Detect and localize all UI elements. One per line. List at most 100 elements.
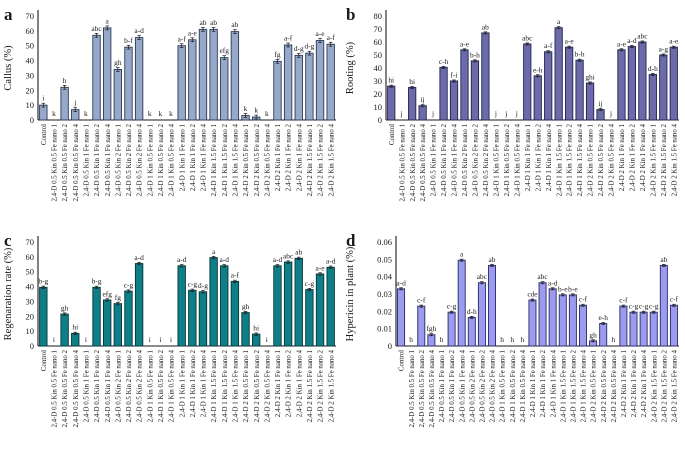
- sig-letter: hi: [409, 77, 415, 86]
- x-tick-label: 2,4-D 1 Kin 1 Fe nano 2: [190, 123, 197, 191]
- bar: [326, 266, 335, 347]
- bar: [220, 57, 229, 121]
- x-tick-label: 2,4-D 1 Kin 1.5 Fe nano 4: [232, 123, 239, 196]
- error-bars: [399, 258, 676, 343]
- x-tick-label: 2,4-D 1 Kin 1.5 Fe nano 4: [581, 349, 588, 422]
- x-tick-label: 2,4-D 1 Kin 1.5 Fe nano 1: [211, 123, 218, 196]
- x-tick-label: 2,4-D 0.5 Kin 1 Fe nano 4: [452, 123, 459, 196]
- x-tick-label: 2,4-D 1 Kin 0.5 Fe nano 1: [147, 349, 154, 422]
- sig-letter: c-g: [305, 279, 315, 288]
- sig-letter: abc: [91, 24, 102, 33]
- sig-letter: c-f: [670, 295, 679, 304]
- bar: [283, 44, 293, 121]
- x-tick-label: 2,4-D 1 Kin 0.5 Fe nano 4: [520, 349, 527, 422]
- sig-letter: i: [85, 335, 87, 344]
- bar: [220, 265, 229, 347]
- sig-letter: a-d: [177, 255, 187, 264]
- bar: [209, 257, 218, 347]
- bar: [134, 37, 144, 121]
- bar: [449, 80, 459, 121]
- x-tick-label: 2,4-D 1 Kin 0.5 Fe nano 4: [514, 123, 521, 196]
- bar: [39, 286, 48, 347]
- sig-letter: i: [149, 335, 151, 344]
- bar: [283, 261, 293, 347]
- sig-letter: c-f: [417, 296, 426, 305]
- bar: [397, 288, 406, 347]
- x-tick-label: 2,4-D 2 Kin 1.5 Fe nano 4: [328, 123, 335, 196]
- y-tick-label: 0: [378, 115, 382, 125]
- x-tick-label: 2,4-D 1 Kin 1 Fe nano 1: [525, 123, 532, 191]
- sig-letter: k: [159, 109, 163, 118]
- x-tick-label: 2,4-D 2 Kin 0.5 Fe nano 4: [264, 349, 271, 422]
- sig-letter: a-e: [316, 263, 326, 272]
- sig-letter: h: [520, 335, 524, 344]
- sig-letter: ab: [489, 255, 496, 264]
- x-tick-label: 2,4-D 0.5 Kin 2 Fe nano 2: [126, 123, 133, 196]
- x-tick-label: 2,4-D 1 Kin 1 Fe nano 4: [201, 123, 208, 191]
- y-tick-label: 30: [26, 70, 35, 80]
- bar: [460, 49, 469, 121]
- x-tick-label: 2,4-D 0.5 Kin 1 Fe nano 4: [459, 349, 466, 422]
- sig-letter: a-d: [548, 278, 558, 287]
- x-tick-label: 2,4-D 1 Kin 0.5 Fe nano 2: [504, 123, 511, 196]
- x-tick-label: 2,4-D 2 Kin 0.5 Fe nano 2: [254, 349, 261, 422]
- x-tick-label: 2,4-D 1 Kin 0.5 Fe nano 2: [158, 349, 165, 422]
- x-tick-label: 2,4-D 0.5 Kin 0.5 Fe nano 2: [419, 349, 426, 427]
- sig-letter: h: [500, 335, 504, 344]
- y-tick-label: 40: [374, 63, 383, 73]
- x-tick-label: 2,4-D 0.5 Kin 2 Fe nano 4: [137, 349, 144, 422]
- sig-letter: a-f: [178, 34, 187, 43]
- x-tick-label: 2,4-D 2 Kin 1.5 Fe nano 1: [307, 123, 314, 196]
- bar: [648, 74, 657, 121]
- panel-c: c Regenaration rate (%) 0 10 20 30 40 50 60 70 b-g…: [0, 226, 342, 452]
- x-tick-label: 2,4-D 2 Kin 0.5 Fe nano 2: [601, 349, 608, 422]
- y-tick-label: 0.02: [377, 306, 392, 316]
- x-tick-label: 2,4-D 0.5 Kin 2 Fe nano 1: [469, 349, 476, 422]
- y-tick-label: 60: [26, 26, 35, 36]
- sig-letter: k: [84, 109, 88, 118]
- sig-letter: cde: [527, 290, 538, 299]
- bar: [617, 49, 626, 121]
- x-tick-label: 2,4-D 1 Kin 1 Fe nano 4: [550, 349, 557, 417]
- bar: [528, 299, 537, 347]
- sig-letter: a-e: [617, 39, 627, 48]
- bar: [488, 264, 497, 347]
- y-tick-label: 10: [26, 100, 35, 110]
- sig-letter: d-g: [304, 42, 314, 51]
- x-tick-label: 2,4-D 2 Kin 1 Fe nano 4: [296, 349, 303, 417]
- y-tick-labels: 0 10 20 30 40 50 60 70 80: [374, 11, 383, 125]
- x-tick-label: 2,4-D 1 Kin 1 Fe nano 1: [179, 349, 186, 417]
- x-tick-label: 2,4-D 1 Kin 1 Fe nano 4: [546, 123, 553, 191]
- x-tick-labels: Control 2,4-D 0.5 Kin 0.5 Fe nano 1 2,4-D …: [41, 349, 335, 427]
- sig-letter: e-h: [598, 313, 608, 322]
- sig-letter: a-f: [284, 34, 293, 43]
- sig-letter: a: [460, 250, 464, 259]
- x-tick-label: 2,4-D 0.5 Kin 2 Fe nano 4: [137, 123, 144, 196]
- sig-letter: j: [609, 109, 612, 118]
- bar: [273, 60, 282, 121]
- sig-letter: hi: [72, 323, 78, 332]
- x-tick-label: 2,4-D 1 Kin 0.5 Fe nano 1: [493, 123, 500, 196]
- sig-letter: fg: [115, 293, 121, 302]
- x-tick-label: 2,4-D 0.5 Kin 0.5 Fe nano 4: [429, 349, 436, 427]
- bar: [523, 43, 532, 121]
- sig-letter: c-g: [629, 302, 639, 311]
- y-tick-label: 0: [30, 341, 34, 351]
- sig-letter: k: [265, 109, 269, 118]
- sig-letter: a-f: [544, 41, 553, 50]
- x-tick-label: 2,4-D 2 Kin 1.5 Fe nano 2: [318, 123, 325, 196]
- x-tick-labels: Control 2,4-D 0.5 Kin 0.5 Fe nano 1 2,4-D …: [389, 123, 679, 201]
- bar: [447, 311, 456, 347]
- bar: [252, 333, 261, 347]
- bar: [599, 323, 608, 347]
- sig-letter: a-e: [316, 29, 326, 38]
- x-tick-label: 2,4-D 0.5 Kin 1 Fe nano 2: [441, 123, 448, 196]
- sig-letter: h: [440, 335, 444, 344]
- x-tick-label: 2,4-D 2 Kin 1.5 Fe nano 1: [651, 349, 658, 422]
- sig-letter: i: [53, 335, 55, 344]
- bar: [60, 313, 69, 347]
- x-tick-label: 2,4-D 1 Kin 1 Fe nano 2: [190, 349, 197, 417]
- sig-letter: abc: [522, 33, 533, 42]
